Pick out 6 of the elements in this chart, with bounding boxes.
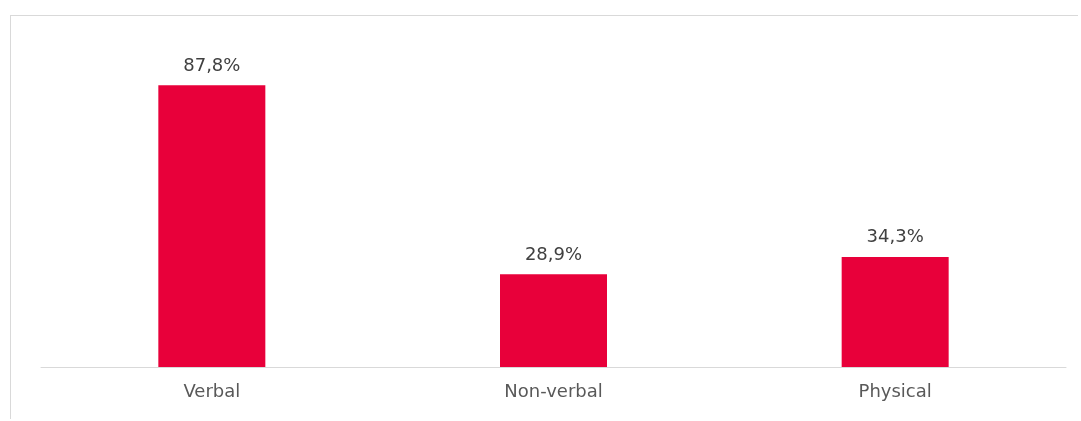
x-tick-label: Non-verbal bbox=[504, 379, 603, 401]
data-label: 34,3% bbox=[866, 225, 924, 247]
data-label: 28,9% bbox=[524, 242, 583, 264]
x-tick-label: Physical bbox=[858, 379, 932, 401]
data-label: 87,8% bbox=[183, 53, 241, 75]
x-tick-label: Verbal bbox=[183, 379, 241, 401]
